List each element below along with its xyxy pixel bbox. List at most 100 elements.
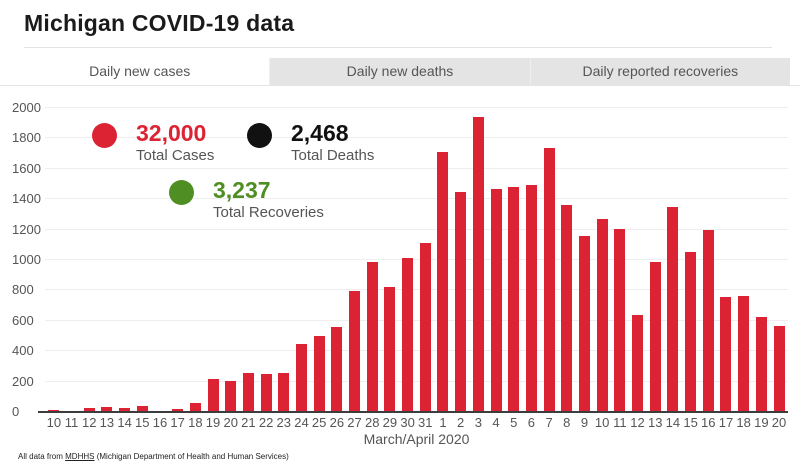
bar[interactable] bbox=[472, 117, 484, 412]
y-tick-label: 200 bbox=[12, 373, 34, 389]
gridline bbox=[45, 380, 788, 382]
bar[interactable] bbox=[755, 317, 767, 412]
tab-daily-reported-recoveries[interactable]: Daily reported recoveries bbox=[529, 58, 790, 85]
stat-total-cases: 32,000 Total Cases bbox=[92, 121, 214, 164]
bar[interactable] bbox=[260, 374, 272, 412]
bar-slot bbox=[204, 108, 222, 412]
x-tick-label: 17 bbox=[170, 415, 185, 430]
bar[interactable] bbox=[119, 408, 131, 412]
bar-slot bbox=[222, 108, 240, 412]
tab-daily-new-cases[interactable]: Daily new cases bbox=[10, 58, 270, 85]
bar[interactable] bbox=[738, 296, 750, 412]
x-tick-label: 12 bbox=[630, 415, 645, 430]
bar[interactable] bbox=[649, 262, 661, 412]
y-tick-label: 1400 bbox=[12, 191, 41, 207]
bar[interactable] bbox=[490, 188, 502, 412]
footer-prefix: All data from bbox=[18, 452, 66, 461]
x-tick-label: 17 bbox=[718, 415, 734, 430]
x-tick-label: 10 bbox=[594, 415, 610, 430]
bar-slot bbox=[576, 108, 594, 412]
bar[interactable] bbox=[702, 230, 714, 412]
bar[interactable] bbox=[331, 326, 343, 412]
bar[interactable] bbox=[207, 378, 219, 412]
mdhhs-link[interactable]: MDHHS bbox=[65, 452, 95, 461]
bar[interactable] bbox=[685, 252, 697, 412]
x-axis-line bbox=[38, 411, 788, 413]
bar[interactable] bbox=[384, 286, 396, 412]
total-deaths-label: Total Deaths bbox=[291, 147, 375, 164]
bar-slot bbox=[646, 108, 664, 412]
bar-slot bbox=[310, 108, 328, 412]
bar-slot bbox=[98, 108, 116, 412]
x-tick-label: 31 bbox=[418, 415, 433, 430]
x-tick-label: 3 bbox=[474, 415, 482, 430]
bar[interactable] bbox=[632, 314, 644, 412]
x-tick-label: 23 bbox=[276, 415, 292, 430]
bar[interactable] bbox=[366, 261, 378, 412]
x-tick-label: 15 bbox=[135, 415, 150, 430]
bar[interactable] bbox=[773, 326, 785, 412]
bar-slot bbox=[717, 108, 735, 412]
x-tick-label: 7 bbox=[545, 415, 553, 430]
bar[interactable] bbox=[349, 291, 361, 412]
bar[interactable] bbox=[172, 408, 184, 412]
gridline bbox=[45, 107, 788, 108]
bar[interactable] bbox=[136, 405, 148, 412]
bar-slot bbox=[240, 108, 258, 412]
bar[interactable] bbox=[101, 406, 113, 412]
bar[interactable] bbox=[419, 243, 431, 412]
x-tick-label: 16 bbox=[152, 415, 168, 430]
x-tick-label: 16 bbox=[701, 415, 716, 430]
x-tick-label: 13 bbox=[99, 415, 115, 430]
bar[interactable] bbox=[667, 206, 679, 412]
bar[interactable] bbox=[508, 187, 520, 412]
y-tick-label: 1800 bbox=[12, 130, 41, 146]
total-recoveries-value: 3,237 bbox=[213, 177, 271, 203]
x-tick-label: 12 bbox=[81, 415, 97, 430]
bar[interactable] bbox=[83, 408, 95, 412]
tab-bar-divider bbox=[0, 85, 800, 86]
x-tick-label: 8 bbox=[563, 415, 571, 430]
bar[interactable] bbox=[720, 297, 732, 412]
bar[interactable] bbox=[525, 184, 537, 412]
page-title: Michigan COVID-19 data bbox=[24, 10, 295, 36]
bar[interactable] bbox=[189, 403, 201, 412]
bar[interactable] bbox=[278, 373, 290, 412]
title-divider bbox=[24, 47, 772, 48]
bar[interactable] bbox=[596, 218, 608, 412]
bar[interactable] bbox=[614, 228, 626, 412]
bar[interactable] bbox=[561, 204, 573, 412]
bar-slot bbox=[523, 108, 541, 412]
bar-slot bbox=[257, 108, 275, 412]
y-tick-label: 800 bbox=[12, 282, 34, 298]
cases-dot-icon bbox=[92, 123, 117, 148]
total-recoveries-label: Total Recoveries bbox=[213, 204, 324, 221]
gridline bbox=[45, 198, 788, 200]
y-tick-label: 1000 bbox=[12, 252, 41, 267]
bar-slot bbox=[682, 108, 700, 412]
y-tick-label: 2000 bbox=[12, 100, 41, 115]
bar[interactable] bbox=[437, 152, 449, 412]
gridline bbox=[45, 167, 788, 169]
bar[interactable] bbox=[455, 191, 467, 412]
bar[interactable] bbox=[295, 344, 307, 412]
bar-slot bbox=[169, 108, 187, 412]
bar-slot bbox=[699, 108, 717, 412]
bar-slot bbox=[63, 108, 81, 412]
tab-daily-new-deaths[interactable]: Daily new deaths bbox=[269, 58, 530, 85]
x-tick-label: 30 bbox=[400, 415, 415, 430]
bar-slot bbox=[593, 108, 611, 412]
recoveries-dot-icon bbox=[169, 180, 194, 205]
bar[interactable] bbox=[225, 380, 237, 412]
bar[interactable] bbox=[543, 147, 555, 412]
plot-area[interactable] bbox=[38, 107, 788, 413]
bar-slot bbox=[381, 108, 399, 412]
bar[interactable] bbox=[578, 236, 590, 412]
x-tick-label: 29 bbox=[382, 415, 398, 430]
gridline bbox=[45, 228, 788, 230]
x-tick-label: 15 bbox=[683, 415, 698, 430]
bar[interactable] bbox=[242, 373, 254, 412]
bar[interactable] bbox=[313, 336, 325, 412]
bar[interactable] bbox=[402, 258, 414, 412]
x-tick-label: 18 bbox=[188, 415, 203, 430]
